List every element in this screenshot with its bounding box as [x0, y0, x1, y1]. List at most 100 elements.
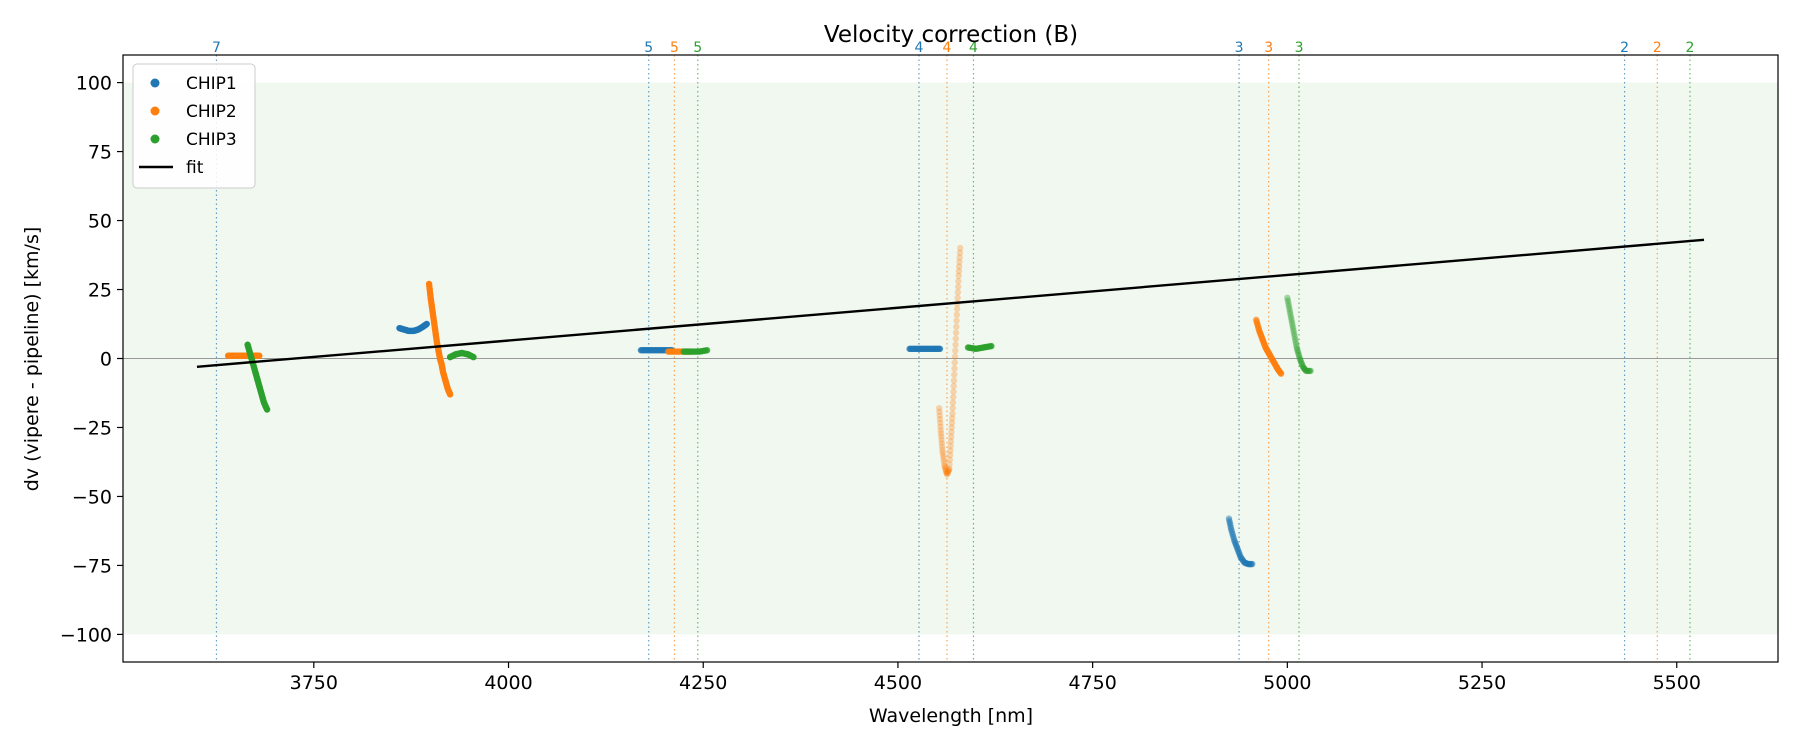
data-point — [952, 329, 960, 336]
data-point — [944, 469, 951, 476]
data-point — [1290, 327, 1297, 335]
y-tick-label: −100 — [60, 624, 112, 646]
data-point — [1297, 358, 1305, 365]
data-point — [256, 352, 263, 359]
order-marker-label: 3 — [1264, 40, 1273, 56]
data-point — [940, 454, 947, 462]
data-point — [936, 408, 943, 416]
data-point — [1226, 517, 1233, 524]
data-point — [948, 415, 956, 422]
data-point — [1284, 297, 1292, 304]
data-point — [947, 433, 955, 440]
data-point — [946, 461, 953, 468]
data-point — [1291, 333, 1298, 340]
data-point — [942, 467, 950, 474]
legend-label: CHIP3 — [186, 130, 237, 150]
data-point — [956, 249, 964, 256]
data-point — [938, 439, 946, 447]
data-point — [1227, 524, 1235, 531]
data-point — [936, 345, 944, 353]
data-point — [953, 317, 960, 324]
data-point — [1243, 560, 1250, 567]
data-point — [1247, 560, 1255, 568]
data-point — [1292, 338, 1299, 346]
data-point — [1229, 530, 1236, 537]
data-point — [1301, 366, 1309, 373]
data-point — [937, 423, 944, 430]
data-point — [1231, 537, 1238, 544]
data-point — [1302, 367, 1310, 375]
order-marker-label: 4 — [914, 40, 923, 56]
data-point — [953, 323, 960, 330]
data-point — [1290, 330, 1298, 337]
data-point — [1226, 519, 1233, 526]
y-tick-label: 50 — [88, 211, 112, 233]
data-point — [1297, 356, 1304, 364]
fit-line — [196, 238, 1705, 368]
data-point — [470, 353, 477, 361]
x-tick-label: 5500 — [1653, 672, 1701, 694]
data-point — [1227, 522, 1234, 530]
data-point — [937, 419, 944, 427]
data-point — [956, 258, 963, 266]
x-tick-label: 4250 — [679, 672, 727, 694]
data-point — [1299, 363, 1307, 370]
data-point — [1298, 360, 1306, 368]
data-point — [946, 465, 953, 473]
data-point — [1285, 302, 1293, 310]
legend: CHIP1 CHIP2 CHIP3 fit — [132, 63, 256, 189]
data-point — [1245, 560, 1253, 568]
data-point — [1240, 558, 1248, 565]
data-point — [1241, 559, 1249, 567]
legend-marker — [150, 106, 160, 116]
data-point — [1238, 555, 1246, 563]
data-point — [953, 305, 961, 313]
x-tick-label: 4500 — [874, 672, 922, 694]
data-point — [954, 294, 961, 301]
order-marker-label: 5 — [693, 40, 702, 56]
data-point — [951, 371, 958, 378]
data-point — [1228, 526, 1235, 533]
data-point — [1246, 560, 1253, 568]
data-point — [988, 342, 995, 350]
data-point — [1295, 351, 1302, 359]
data-point — [1285, 300, 1292, 307]
x-tick-label: 3750 — [290, 672, 338, 694]
data-point — [1303, 367, 1311, 375]
data-point — [1284, 294, 1291, 301]
legend-marker — [150, 134, 160, 144]
order-marker-label: 2 — [1686, 40, 1695, 56]
data-points-layer — [224, 244, 1314, 568]
data-point — [1287, 311, 1294, 318]
data-point — [1289, 324, 1297, 332]
data-point — [936, 404, 943, 412]
data-point — [1243, 560, 1251, 567]
data-point — [1233, 544, 1241, 551]
legend-label: CHIP2 — [186, 102, 237, 122]
data-point — [1307, 367, 1314, 375]
data-point — [941, 464, 949, 471]
data-point — [1286, 308, 1294, 315]
data-point — [939, 446, 946, 453]
data-point — [1292, 341, 1300, 348]
data-point — [1306, 367, 1314, 375]
order-marker-label: 3 — [1295, 40, 1304, 56]
chart-title: Velocity correction (B) — [824, 22, 1078, 48]
data-point — [951, 365, 958, 372]
data-point — [1293, 344, 1300, 351]
order-marker-label: 3 — [1235, 40, 1244, 56]
fit-line-layer — [196, 238, 1705, 368]
data-point — [1245, 560, 1252, 568]
data-point — [953, 311, 961, 319]
data-point — [951, 359, 958, 366]
order-marker-label: 7 — [212, 40, 221, 56]
data-point — [954, 283, 962, 290]
data-point — [943, 468, 950, 475]
data-point — [941, 462, 948, 470]
data-point — [1294, 347, 1301, 355]
y-tick-label: 25 — [88, 280, 112, 302]
y-tick-label: 75 — [88, 142, 112, 164]
data-point — [1232, 541, 1240, 548]
axes-layer: 3750 4000 4250 4500 4750 5000 5250 5500 −100 −75 −… — [60, 54, 1779, 694]
data-point — [936, 412, 943, 419]
